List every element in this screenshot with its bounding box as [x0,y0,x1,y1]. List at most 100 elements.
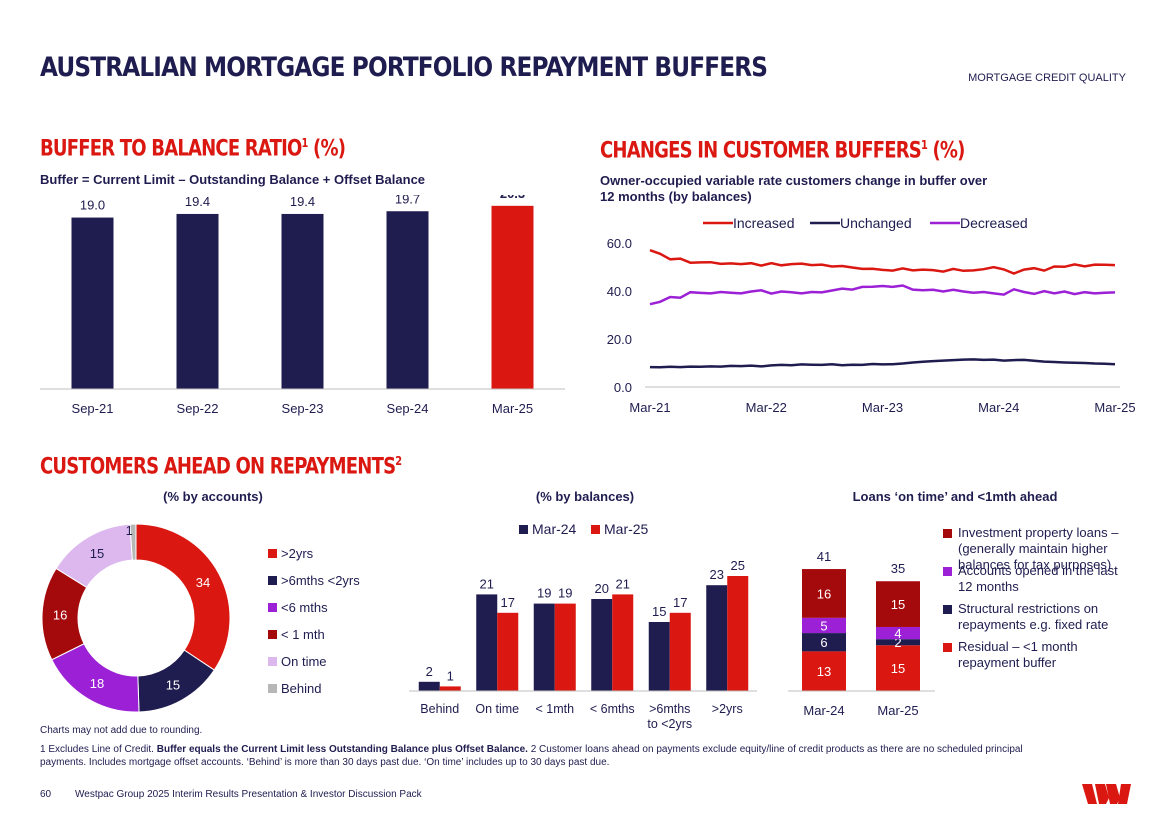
buffer-ratio-title-sup: 1 [301,136,309,150]
donut-legend-item: >2yrs [268,540,360,567]
stack-segment-label: 4 [894,626,901,641]
buffers-y-tick-label: 40.0 [607,284,632,299]
donut-slice [129,523,137,561]
legend-swatch [943,529,952,538]
buffer-bar-value-label: 19.4 [290,195,315,209]
legend-swatch [943,605,952,614]
balance-bar-value-label: 17 [673,595,687,610]
stack-legend-item: Accounts opened in the last 12 months [943,563,1143,594]
buffer-x-tick-label: Sep-23 [282,401,324,416]
ontime-stack-chart: 13 6 5 16 41 15 24 15 35 Mar-24 Mar-25 [788,549,935,718]
buffers-y-tick-label: 60.0 [607,236,632,251]
footnote-line2: payments. Includes mortgage offset accou… [40,757,610,768]
donut-value-label: 16 [53,607,67,622]
legend-label-line: repayments e.g. fixed rate [958,617,1109,632]
buffer-bar-sep-24 [386,211,429,389]
legend-label: < 1 mth [281,627,325,642]
donut-legend-item: < 1 mth [268,621,360,648]
balance-bar-value-label: 20 [595,581,609,596]
buffer-x-tick-label: Mar-25 [492,401,533,416]
accounts-donut-chart: 34 15 18 16 15 1 [41,523,231,713]
donut-slice [135,523,231,671]
stack-segment [876,626,920,640]
legend-label-line: Investment property loans – [958,525,1119,540]
balance-bar-mar-25 [669,612,691,691]
balance-x-tick-label: On time [475,702,519,716]
buffers-x-tick-label: Mar-22 [746,400,787,415]
legend-label: Residual – <1 month repayment buffer [958,639,1078,671]
legend-label: Investment property loans – (generally ma… [958,525,1118,573]
stack-legend-item: Structural restrictions on repayments e.g… [943,601,1143,632]
balance-bar-mar-24 [648,622,670,691]
stack-subtitle: Loans ‘on time’ and <1mth ahead [852,489,1058,504]
balance-x-tick-label: >6mths [649,702,690,716]
customer-buffers-title: CHANGES IN CUSTOMER BUFFERS1 (%) [600,138,965,163]
westpac-logo-icon [1082,784,1131,804]
customer-buffers-title-suffix: (%) [927,138,965,164]
stack-segment [876,645,920,691]
legend-label-line: repayment buffer [958,655,1057,670]
stack-legend-item: Residual – <1 month repayment buffer [943,639,1143,670]
balance-bar-mar-24 [476,594,498,691]
buffer-bar-value-label: 19.0 [80,198,105,213]
donut-subtitle: (% by accounts) [163,489,263,504]
buffers-x-tick-label: Mar-24 [978,400,1019,415]
balance-bar-value-label: 19 [558,586,572,601]
legend-label: Structural restrictions on repayments e.g… [958,601,1108,633]
legend-label: >2yrs [281,546,314,561]
buffer-ratio-title: BUFFER TO BALANCE RATIO1 (%) [40,136,346,162]
stack-segment [876,639,920,646]
stack-segment [802,617,846,634]
buffer-bar-sep-22 [176,213,219,389]
balance-x-tick-label: >2yrs [712,702,743,716]
rounding-note: Charts may not add due to rounding. [40,725,203,736]
stack-segment-label: 5 [820,618,827,633]
customer-buffers-title-text: CHANGES IN CUSTOMER BUFFERS [600,138,922,164]
donut-value-label: 1 [126,523,133,538]
legend-label-line: 12 months [958,579,1019,594]
buffer-ratio-subtitle: Buffer = Current Limit – Outstanding Bal… [40,172,426,187]
footnote-1a: 1 Excludes Line of Credit. [40,744,157,755]
footnote-1c: 2 Customer loans ahead on payments exclu… [527,744,1023,755]
stack-segment-label: 13 [817,664,831,679]
legend-label-line: Residual – <1 month [958,639,1078,654]
donut-legend: >2yrs >6mths <2yrs <6 mths < 1 mth On time Be… [268,540,360,702]
stack-segment-label: 6 [820,635,827,650]
balance-bar-mar-24 [418,681,440,691]
footnote-line1: 1 Excludes Line of Credit. Buffer equals… [40,743,1130,756]
legend-swatch [943,567,952,576]
balance-x-tick-label: < 1mth [535,702,574,716]
buffer-ratio-title-text: BUFFER TO BALANCE RATIO [40,136,302,162]
buffers-x-tick-label: Mar-25 [1094,400,1135,415]
stack-segment-label: 15 [891,597,905,612]
section-tag: MORTGAGE CREDIT QUALITY [968,72,1126,84]
buffer-x-tick-label: Sep-22 [177,401,219,416]
page-title: AUSTRALIAN MORTGAGE PORTFOLIO REPAYMENT … [40,52,768,83]
donut-legend-item: >6mths <2yrs [268,567,360,594]
customer-buffers-subtitle-line2: 12 months (by balances) [600,189,752,204]
customer-buffers-title-sup: 1 [920,138,928,152]
balance-legend-label: Mar-24 [532,521,577,537]
donut-legend-item: Behind [268,675,360,702]
buffer-bar-value-label: 20.3 [500,195,525,201]
footer-text: Westpac Group 2025 Interim Results Prese… [75,789,422,800]
page-number: 60 [40,789,52,800]
ahead-title-text: CUSTOMERS AHEAD ON REPAYMENTS [40,454,396,480]
balance-bar-mar-25 [727,576,749,691]
stack-segment-label: 2 [894,635,901,650]
legend-swatch [268,576,277,585]
balances-bar-chart: Mar-24 Mar-25 2 1 21 17 19 19 20 21 15 17 23 25 Behi… [409,521,757,731]
buffers-y-tick-label: 0.0 [614,380,632,395]
balance-bar-mar-24 [533,603,555,691]
balance-bar-mar-25 [497,612,519,691]
balance-bar-value-label: 2 [426,664,433,679]
balance-bar-value-label: 15 [652,604,666,619]
legend-swatch [268,657,277,666]
stack-x-tick-label: Mar-24 [803,703,844,718]
stack-x-tick-label: Mar-25 [877,703,918,718]
stack-legend-item: Investment property loans – (generally ma… [943,525,1143,572]
balance-x-tick-label: < 6mths [590,702,635,716]
legend-label-line: Accounts opened in the last [958,563,1118,578]
balance-legend-swatch [591,525,600,534]
legend-swatch [268,684,277,693]
